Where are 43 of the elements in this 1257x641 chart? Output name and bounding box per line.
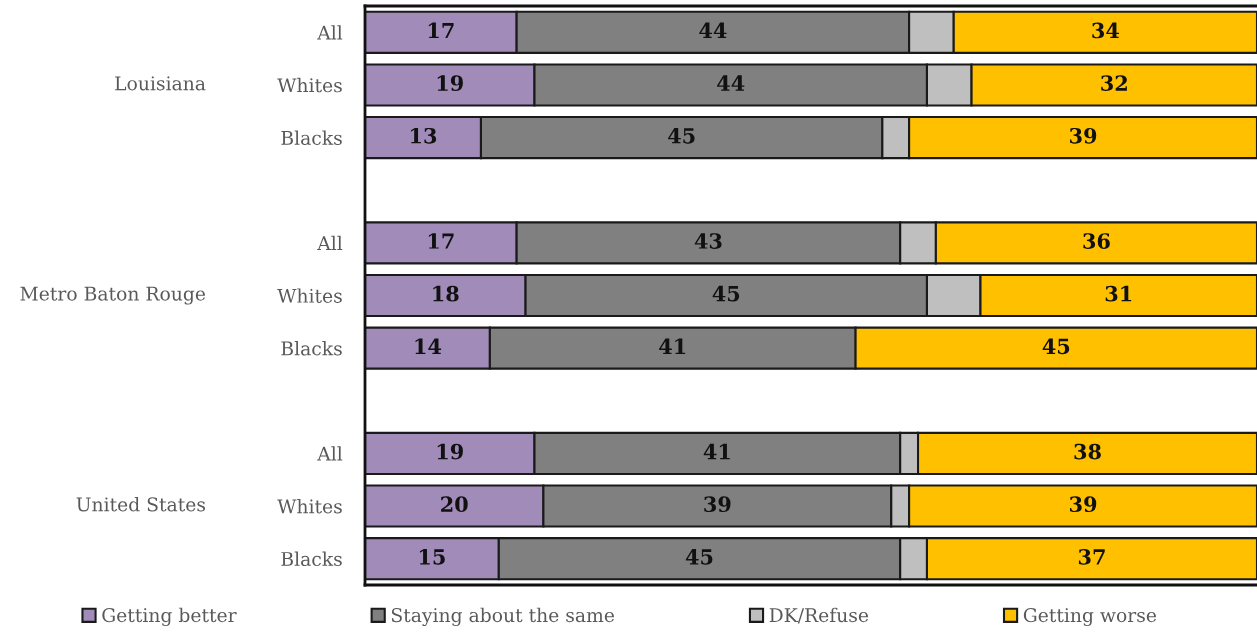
data-label: 44 bbox=[717, 75, 745, 91]
data-label: 38 bbox=[1074, 443, 1101, 460]
y-tick-label: Whites bbox=[277, 288, 342, 303]
data-label: 31 bbox=[1105, 285, 1132, 302]
data-label: 39 bbox=[1070, 496, 1097, 513]
legend-label: Getting worse bbox=[1023, 607, 1157, 627]
data-label: 41 bbox=[659, 338, 686, 354]
legend-label: DK/Refuse bbox=[769, 607, 869, 624]
data-label: 36 bbox=[1083, 233, 1110, 249]
data-label: 39 bbox=[1070, 127, 1097, 144]
data-label: 20 bbox=[441, 496, 468, 513]
text: United States bbox=[76, 496, 206, 512]
data-label: 45 bbox=[668, 127, 695, 144]
y-tick-label: All bbox=[317, 235, 343, 250]
data-label: 45 bbox=[685, 548, 713, 565]
text: Louisiana bbox=[115, 76, 206, 91]
y-tick-label: Blacks bbox=[281, 130, 342, 145]
data-label: 19 bbox=[437, 443, 463, 460]
data-label: 45 bbox=[1042, 338, 1070, 355]
data-label: 13 bbox=[411, 127, 437, 144]
y-tick-label: Blacks bbox=[281, 551, 342, 567]
data-label: 32 bbox=[1101, 75, 1127, 91]
y-tick-label: Whites bbox=[277, 77, 342, 93]
data-label: 41 bbox=[703, 443, 730, 460]
y-tick-label: All bbox=[317, 446, 343, 461]
data-label: 17 bbox=[428, 22, 454, 39]
data-label: 34 bbox=[1092, 22, 1119, 39]
data-label: 15 bbox=[419, 548, 445, 565]
data-label: 17 bbox=[428, 233, 454, 249]
data-label: 19 bbox=[437, 75, 463, 91]
legend-label: Getting better bbox=[102, 607, 237, 627]
legend-label: Staying about the same bbox=[391, 607, 614, 627]
text: Metro Baton Rouge bbox=[20, 286, 206, 305]
y-tick-label: All bbox=[317, 25, 343, 40]
data-label: 18 bbox=[433, 285, 459, 302]
data-label: 43 bbox=[694, 233, 722, 249]
y-tick-label: Whites bbox=[277, 498, 342, 514]
data-label: 44 bbox=[699, 22, 727, 39]
data-label: 37 bbox=[1078, 548, 1105, 565]
y-tick-label: Blacks bbox=[281, 341, 342, 356]
data-label: 14 bbox=[415, 338, 442, 354]
data-label: 45 bbox=[712, 285, 740, 302]
data-label: 39 bbox=[704, 496, 731, 513]
